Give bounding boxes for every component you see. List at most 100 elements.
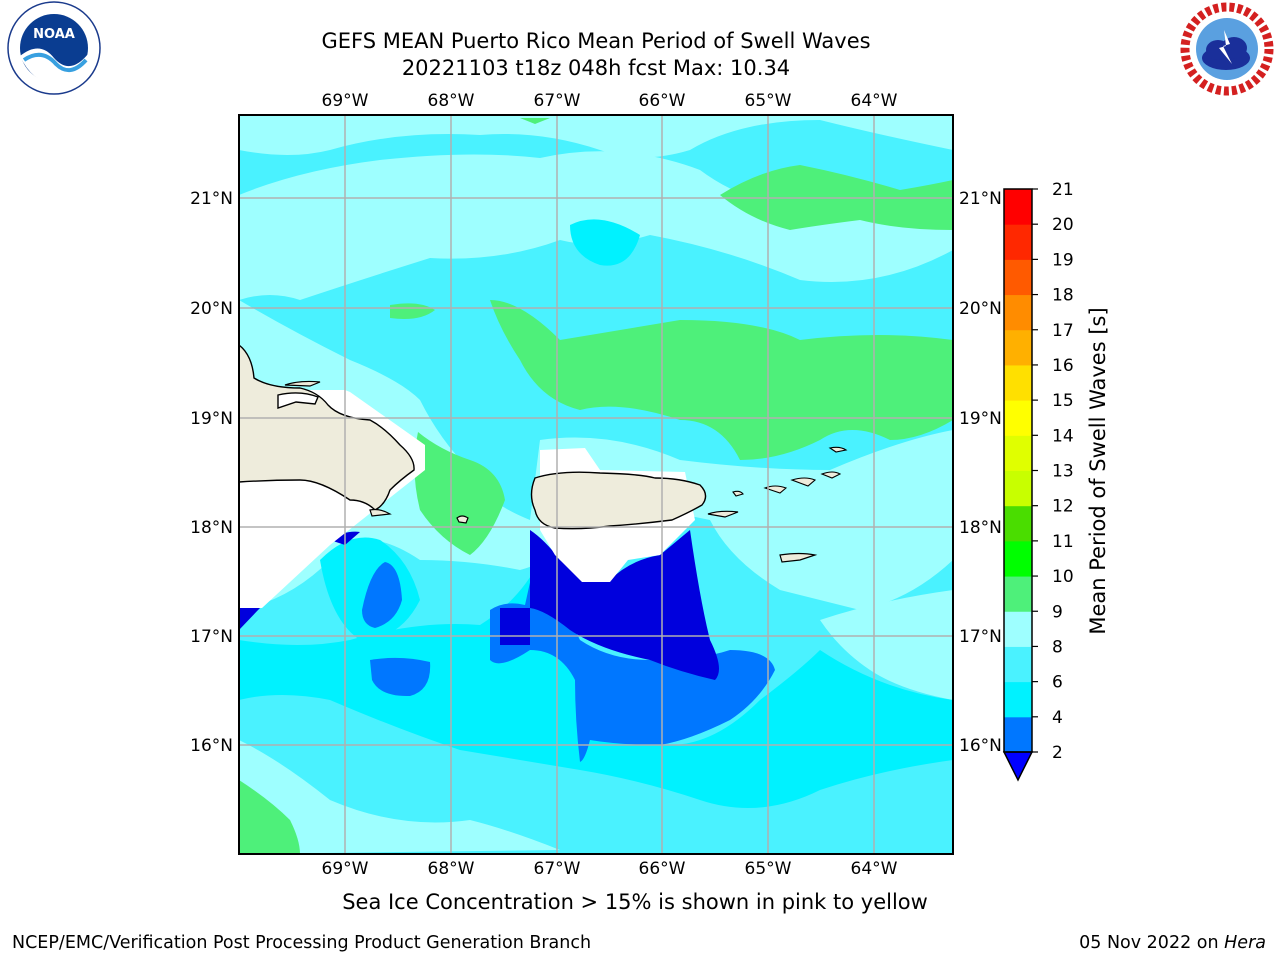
lon-labels-top: 69°W 68°W 67°W 66°W 65°W 64°W xyxy=(322,91,898,111)
lat-label-left: 16°N xyxy=(190,736,233,756)
host-name: Hera xyxy=(1224,933,1266,953)
chart-subtitle: 20221103 t18z 048h fcst Max: 10.34 xyxy=(401,56,791,80)
lat-label-left: 17°N xyxy=(190,627,233,647)
lon-label-bottom: 66°W xyxy=(639,859,686,879)
colorbar-segment xyxy=(1004,189,1032,225)
lon-label-top: 65°W xyxy=(745,91,792,111)
nws-logo xyxy=(1180,2,1274,96)
lon-label-top: 66°W xyxy=(639,91,686,111)
lat-label-left: 21°N xyxy=(190,189,233,209)
colorbar: 2 4 6 8 9 10 11 12 13 14 15 16 17 18 19 20 21 xyxy=(1002,180,1074,782)
colorbar-under-arrow xyxy=(1002,751,1034,782)
colorbar-label: Mean Period of Swell Waves [s] xyxy=(1086,307,1110,634)
colorbar-segment xyxy=(1004,646,1032,683)
field-6-8-cyan-n xyxy=(570,219,640,266)
colorbar-segment xyxy=(1004,470,1032,507)
lon-label-bottom: 65°W xyxy=(745,859,792,879)
field-9-10-sw xyxy=(239,780,300,854)
field-9-10-top xyxy=(520,118,550,124)
colorbar-segment xyxy=(1004,611,1032,647)
field-9-10-hisp xyxy=(414,432,505,555)
field-8-9-west-south xyxy=(239,740,560,854)
land-mona xyxy=(456,515,469,524)
colorbar-tick-label: 16 xyxy=(1052,356,1074,376)
lon-label-bottom: 67°W xyxy=(534,859,581,879)
land-vieques xyxy=(707,510,739,518)
lon-label-top: 64°W xyxy=(851,91,898,111)
colorbar-tick-label: 4 xyxy=(1052,708,1063,728)
land-anegada xyxy=(828,446,848,453)
colorbar-segment xyxy=(1004,435,1032,471)
land-saona xyxy=(369,508,392,517)
map-frame xyxy=(238,114,954,855)
colorbar-tick-label: 14 xyxy=(1052,426,1074,446)
field-2-4-west xyxy=(500,608,530,645)
land-st-croix xyxy=(779,552,818,563)
lat-label-right: 20°N xyxy=(959,299,1002,319)
colorbar-tick-label: 19 xyxy=(1052,250,1074,270)
sea-ice-note: Sea Ice Concentration > 15% is shown in … xyxy=(342,890,928,914)
colorbar-tick-label: 10 xyxy=(1052,567,1074,587)
credit-line: NCEP/EMC/Verification Post Processing Pr… xyxy=(12,933,592,953)
colorbar-tick-label: 12 xyxy=(1052,497,1074,517)
land-hispaniola xyxy=(239,344,415,511)
lon-label-bottom: 69°W xyxy=(322,859,369,879)
field-8-9-mid xyxy=(239,300,953,610)
colorbar-segment xyxy=(1004,294,1032,331)
colorbar-segment xyxy=(1004,716,1032,753)
colorbar-segment xyxy=(1004,576,1032,612)
land-culebra xyxy=(732,490,744,497)
lat-label-right: 21°N xyxy=(959,189,1002,209)
colorbar-tick-label: 18 xyxy=(1052,286,1074,306)
colorbar-segment xyxy=(1004,681,1032,718)
lon-label-bottom: 68°W xyxy=(428,859,475,879)
date-text: 05 Nov 2022 on xyxy=(1079,933,1225,953)
field-4-6-west xyxy=(362,562,402,628)
colorbar-segment xyxy=(1004,364,1032,401)
lon-label-top: 69°W xyxy=(322,91,369,111)
land-tortuga xyxy=(284,380,321,387)
lat-label-left: 19°N xyxy=(190,409,233,429)
colorbar-segment xyxy=(1004,329,1032,366)
land-tortola xyxy=(820,471,842,479)
lat-label-right: 18°N xyxy=(959,518,1002,538)
field-2-4-south xyxy=(530,530,719,680)
date-line: 05 Nov 2022 on Hera xyxy=(1079,933,1266,953)
chart-title: GEFS MEAN Puerto Rico Mean Period of Swe… xyxy=(321,29,871,53)
colorbar-tick-label: 15 xyxy=(1052,391,1074,411)
lat-labels-right: 21°N 20°N 19°N 18°N 17°N 16°N xyxy=(959,189,1002,756)
field-9-10-east xyxy=(490,300,953,460)
colorbar-tick-label: 13 xyxy=(1052,462,1074,482)
lat-labels-left: 21°N 20°N 19°N 18°N 17°N 16°N xyxy=(190,189,233,756)
lat-label-left: 18°N xyxy=(190,518,233,538)
colorbar-segment xyxy=(1004,259,1032,296)
lon-label-top: 67°W xyxy=(534,91,581,111)
land-st-john xyxy=(790,477,817,487)
graticule xyxy=(239,115,953,854)
noaa-logo: NOAA xyxy=(7,1,101,95)
lat-label-right: 19°N xyxy=(959,409,1002,429)
colorbar-tick-label: 21 xyxy=(1052,180,1074,200)
field-2-4-edge xyxy=(239,608,260,630)
colorbar-tick-label: 8 xyxy=(1052,637,1063,657)
land-hispaniola-bay xyxy=(277,392,319,409)
lat-label-right: 17°N xyxy=(959,627,1002,647)
colorbar-tick-label: 11 xyxy=(1052,532,1074,552)
lon-labels-bottom: 69°W 68°W 67°W 66°W 65°W 64°W xyxy=(322,859,898,879)
lat-label-right: 16°N xyxy=(959,736,1002,756)
noaa-logo-text: NOAA xyxy=(33,27,75,42)
lat-label-left: 20°N xyxy=(190,299,233,319)
field-4-6-sw xyxy=(370,657,431,697)
colorbar-tick-label: 17 xyxy=(1052,321,1074,341)
lon-label-bottom: 64°W xyxy=(851,859,898,879)
colorbar-tick-label: 2 xyxy=(1052,743,1063,763)
colorbar-segment xyxy=(1004,540,1032,577)
colorbar-segment xyxy=(1004,505,1032,542)
colorbar-tick-label: 9 xyxy=(1052,602,1063,622)
colorbar-segment xyxy=(1004,400,1032,436)
colorbar-tick-label: 6 xyxy=(1052,673,1063,693)
colorbar-tick-label: 20 xyxy=(1052,215,1074,235)
colorbar-segment xyxy=(1004,224,1032,260)
lon-label-top: 68°W xyxy=(428,91,475,111)
